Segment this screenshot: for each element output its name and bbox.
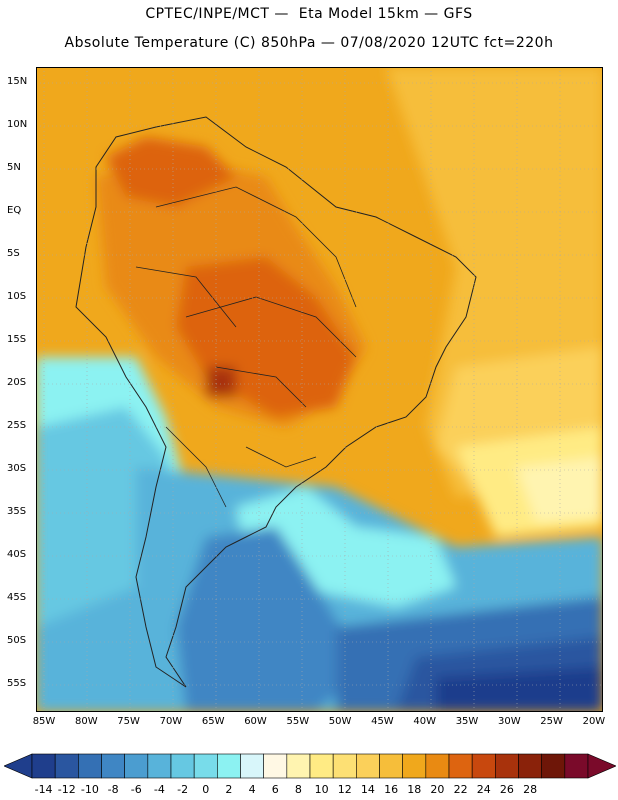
colorbar-swatch	[54, 753, 79, 779]
lon-label: 35W	[455, 716, 479, 727]
lon-label: 40W	[413, 716, 436, 727]
colorbar-swatch	[541, 753, 566, 779]
lat-label: 5S	[7, 248, 20, 259]
colorbar-low-arrow	[4, 753, 33, 779]
colorbar-swatch	[170, 753, 195, 779]
colorbar-label: 24	[476, 783, 491, 796]
lat-label: 40S	[7, 549, 27, 560]
country-borders	[135, 186, 357, 508]
lon-label: 75W	[117, 716, 140, 727]
lat-label: 15N	[7, 76, 28, 87]
colorbar-label: 8	[294, 783, 302, 796]
colorbar-label: -12	[57, 783, 76, 796]
colorbar-swatch	[217, 753, 241, 779]
lat-label: 55S	[7, 678, 27, 689]
lon-label: 45W	[371, 716, 394, 727]
lat-label: 15S	[7, 334, 27, 345]
lat-label: 25S	[7, 420, 27, 431]
colorbar-label: 22	[453, 783, 468, 796]
colorbar-high-arrow	[587, 753, 616, 779]
colorbar-label: -6	[130, 783, 142, 796]
colorbar-label: 26	[499, 783, 514, 796]
colorbar-label: -4	[153, 783, 165, 796]
lat-label: 20S	[7, 377, 27, 388]
colorbar-swatch	[124, 753, 149, 779]
lat-label: 5N	[7, 162, 21, 173]
lat-label: 30S	[7, 463, 27, 474]
lat-label: 45S	[7, 592, 27, 603]
title-line-2: Absolute Temperature (C) 850hPa — 07/08/…	[64, 35, 554, 51]
lat-label: 50S	[7, 635, 27, 646]
lat-label: 10N	[7, 119, 28, 130]
colorbar-swatch	[518, 753, 542, 779]
graticule	[36, 67, 603, 712]
colorbar-label: 2	[225, 783, 233, 796]
lat-label: 35S	[7, 506, 27, 517]
colorbar-label: 12	[337, 783, 352, 796]
lon-label: 80W	[74, 716, 98, 727]
lon-label: 25W	[540, 716, 563, 727]
colorbar-swatch	[31, 753, 56, 779]
colorbar-swatch	[356, 753, 380, 779]
lon-label: 30W	[497, 716, 521, 727]
temperature-map	[36, 67, 603, 712]
colorbar-swatch	[240, 753, 264, 779]
colorbar-swatch	[564, 753, 589, 779]
colorbar-swatch	[309, 753, 334, 779]
colorbar-label: 10	[314, 783, 329, 796]
colorbar-swatch	[448, 753, 473, 779]
colorbar-swatch	[78, 753, 102, 779]
colorbar-label: -14	[34, 783, 53, 796]
colorbar-swatch	[147, 753, 172, 779]
colorbar-swatch	[379, 753, 403, 779]
title-line-1: CPTEC/INPE/MCT — Eta Model 15km — GFS	[145, 6, 473, 22]
colorbar-swatch	[402, 753, 427, 779]
colorbar-label: 4	[248, 783, 256, 796]
colorbar-swatch	[263, 753, 288, 779]
lat-label: EQ	[7, 205, 22, 216]
colorbar-label: -10	[80, 783, 99, 796]
colorbar-swatch	[495, 753, 519, 779]
lon-label: 20W	[582, 716, 606, 727]
colorbar-swatch	[286, 753, 311, 779]
colorbar-swatch	[425, 753, 450, 779]
lon-label: 55W	[286, 716, 310, 727]
colorbar-swatch	[471, 753, 496, 779]
colorbar-label: -2	[177, 783, 189, 796]
colorbar	[4, 753, 616, 779]
colorbar-label: 20	[430, 783, 445, 796]
colorbar-label: 0	[202, 783, 210, 796]
lon-label: 85W	[32, 716, 56, 727]
continent-outline	[75, 116, 477, 688]
lon-label: 65W	[201, 716, 225, 727]
lon-label: 60W	[244, 716, 267, 727]
lat-label: 10S	[7, 291, 27, 302]
lon-label: 50W	[328, 716, 352, 727]
colorbar-label: 18	[407, 783, 422, 796]
colorbar-label: 16	[384, 783, 399, 796]
colorbar-label: 6	[271, 783, 279, 796]
colorbar-swatch	[193, 753, 218, 779]
temperature-field	[36, 67, 603, 712]
colorbar-label: 14	[360, 783, 375, 796]
colorbar-swatch	[101, 753, 125, 779]
colorbar-swatch	[332, 753, 357, 779]
colorbar-label: -8	[107, 783, 119, 796]
lon-label: 70W	[159, 716, 183, 727]
colorbar-label: 28	[523, 783, 538, 796]
